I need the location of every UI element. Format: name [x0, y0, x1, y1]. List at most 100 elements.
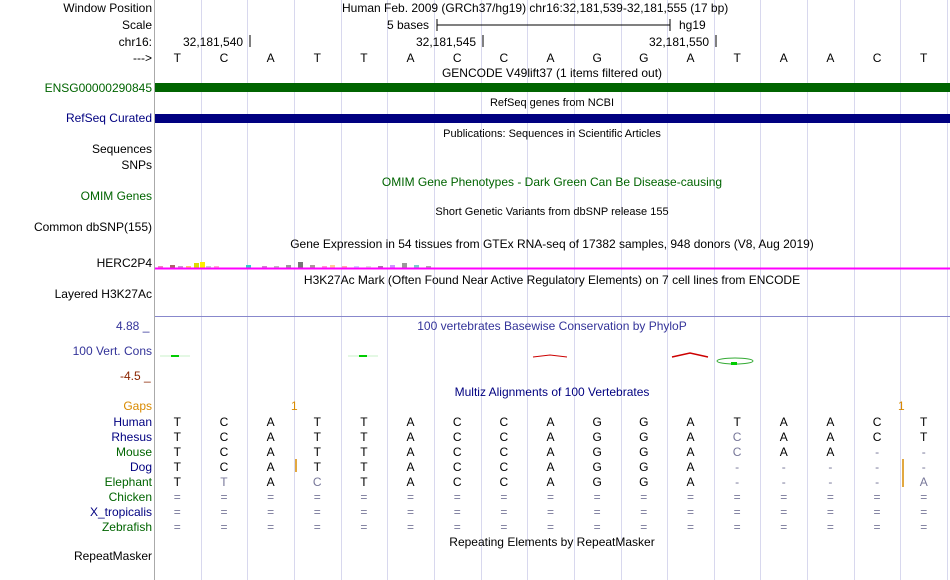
- multiz-base: =: [733, 520, 741, 534]
- multiz-species-label[interactable]: Zebrafish: [101, 520, 152, 534]
- multiz-base: G: [592, 415, 602, 429]
- multiz-base: =: [686, 520, 694, 534]
- multiz-base: T: [313, 430, 321, 444]
- multiz-base: =: [220, 520, 228, 534]
- multiz-base: =: [686, 490, 694, 504]
- multiz-base: A: [686, 475, 695, 489]
- gtex-tissue-bar: [186, 266, 191, 268]
- refseq-track-label[interactable]: RefSeq Curated: [65, 111, 152, 125]
- chr-label: chr16:: [118, 35, 152, 49]
- multiz-base: C: [732, 445, 742, 459]
- multiz-base: =: [780, 490, 788, 504]
- reference-base: G: [639, 51, 649, 65]
- gencode-track-title[interactable]: GENCODE V49lift37 (1 items filtered out): [441, 66, 663, 80]
- gtex-tissue-bar: [170, 265, 175, 268]
- h3k27ac-track-title[interactable]: H3K27Ac Mark (Often Found Near Active Re…: [303, 273, 801, 287]
- reference-base: A: [686, 51, 695, 65]
- publications-track-title[interactable]: Publications: Sequences in Scientific Ar…: [443, 128, 661, 140]
- multiz-base: T: [173, 430, 181, 444]
- phylop-mark: [359, 355, 367, 357]
- multiz-base: T: [313, 445, 321, 459]
- multiz-base: A: [826, 445, 835, 459]
- omim-track-title[interactable]: OMIM Gene Phenotypes - Dark Green Can Be…: [381, 175, 723, 189]
- multiz-base: -: [781, 460, 786, 474]
- gtex-tissue-bar: [402, 263, 407, 268]
- multiz-base: =: [267, 520, 275, 534]
- multiz-base: C: [872, 415, 882, 429]
- multiz-base: T: [173, 415, 181, 429]
- gtex-tissue-bar: [414, 265, 419, 268]
- gtex-track-label[interactable]: HERC2P4: [96, 256, 152, 270]
- phylop-max-label: 4.88 _: [116, 319, 150, 333]
- multiz-base: A: [546, 460, 555, 474]
- multiz-base: A: [686, 430, 695, 444]
- gtex-tissue-bar: [342, 266, 347, 268]
- gtex-tissue-bar: [298, 262, 303, 268]
- reference-base: A: [266, 51, 275, 65]
- reference-base: A: [779, 51, 788, 65]
- reference-base: C: [872, 51, 882, 65]
- multiz-base: T: [173, 475, 181, 489]
- multiz-species-label[interactable]: Chicken: [108, 490, 152, 504]
- multiz-species-label[interactable]: Rhesus: [111, 430, 152, 444]
- refseq-track-title[interactable]: RefSeq genes from NCBI: [489, 97, 615, 109]
- reference-base: A: [546, 51, 555, 65]
- multiz-base: =: [360, 505, 368, 519]
- gtex-track-title[interactable]: Gene Expression in 54 tissues from GTEx …: [290, 237, 814, 251]
- phylop-track-title[interactable]: 100 vertebrates Basewise Conservation by…: [417, 319, 687, 333]
- strand-arrow-label: --->: [133, 51, 152, 65]
- multiz-base: =: [873, 490, 881, 504]
- multiz-species-label[interactable]: X_tropicalis: [89, 505, 152, 519]
- multiz-base: =: [920, 505, 928, 519]
- position-tick-label: 32,181,540: [183, 35, 244, 49]
- multiz-base: C: [219, 460, 229, 474]
- gtex-tissue-bar: [310, 265, 315, 268]
- multiz-base: =: [500, 520, 508, 534]
- position-tick-label: 32,181,550: [649, 35, 710, 49]
- multiz-base: A: [406, 460, 415, 474]
- gtex-tissue-bar: [322, 266, 327, 268]
- gtex-tissue-bar: [366, 266, 371, 268]
- multiz-species-label[interactable]: Human: [113, 415, 152, 429]
- gtex-tissue-bar: [262, 266, 267, 268]
- multiz-base: =: [313, 520, 321, 534]
- multiz-species-label[interactable]: Elephant: [104, 475, 152, 489]
- dbsnp-track-title[interactable]: Short Genetic Variants from dbSNP releas…: [435, 206, 669, 218]
- multiz-base: =: [453, 490, 461, 504]
- multiz-base: -: [828, 460, 833, 474]
- gtex-tissue-bar: [378, 266, 383, 268]
- multiz-base: -: [921, 460, 926, 474]
- multiz-base: C: [452, 475, 462, 489]
- gap-count-left: 1: [291, 399, 298, 413]
- omim-track-label[interactable]: OMIM Genes: [80, 189, 152, 203]
- multiz-base: A: [546, 415, 555, 429]
- multiz-base: =: [826, 520, 834, 534]
- multiz-base: A: [919, 475, 928, 489]
- snps-track-label[interactable]: SNPs: [121, 158, 152, 172]
- multiz-base: =: [407, 490, 415, 504]
- multiz-base: =: [593, 505, 601, 519]
- h3k27ac-track-label[interactable]: Layered H3K27Ac: [54, 287, 152, 301]
- multiz-track-title[interactable]: Multiz Alignments of 100 Vertebrates: [454, 385, 650, 399]
- gtex-tissue-bar: [194, 263, 199, 268]
- reference-base: T: [313, 51, 321, 65]
- reference-base: A: [406, 51, 415, 65]
- multiz-base: C: [499, 445, 509, 459]
- multiz-base: =: [593, 520, 601, 534]
- sequences-track-label[interactable]: Sequences: [91, 142, 152, 156]
- multiz-base: A: [686, 445, 695, 459]
- multiz-base: -: [735, 475, 740, 489]
- multiz-base: =: [873, 520, 881, 534]
- multiz-species-label[interactable]: Mouse: [115, 445, 152, 459]
- dbsnp-track-label[interactable]: Common dbSNP(155): [33, 220, 152, 234]
- gtex-tissue-bar: [426, 266, 431, 268]
- gtex-tissue-bar: [178, 266, 183, 268]
- gtex-tissue-bar: [158, 266, 163, 268]
- repeatmasker-track-title[interactable]: Repeating Elements by RepeatMasker: [449, 535, 655, 549]
- repeatmasker-track-label[interactable]: RepeatMasker: [73, 549, 152, 563]
- multiz-base: C: [312, 475, 322, 489]
- phylop-track-label[interactable]: 100 Vert. Cons: [72, 344, 152, 358]
- gencode-track-label[interactable]: ENSG00000290845: [44, 81, 152, 95]
- multiz-base: A: [266, 445, 275, 459]
- multiz-species-label[interactable]: Dog: [129, 460, 152, 474]
